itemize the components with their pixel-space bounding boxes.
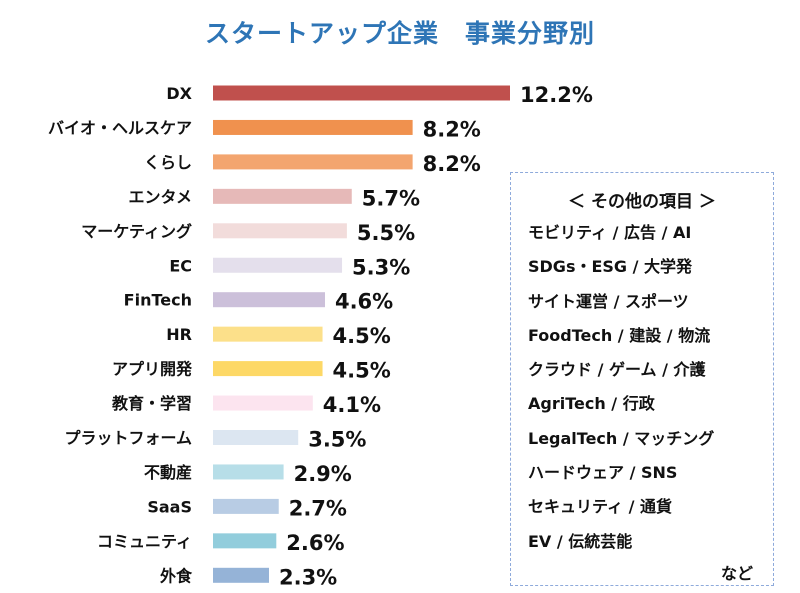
bar <box>213 326 323 342</box>
value-label: 5.5% <box>357 221 415 245</box>
bar <box>213 188 352 204</box>
value-label: 4.6% <box>335 290 393 314</box>
value-label: 4.5% <box>333 324 391 348</box>
other-item: モビリティ / 広告 / AI <box>528 223 692 242</box>
value-label: 4.5% <box>333 359 391 383</box>
category-label: バイオ・ヘルスケア <box>48 118 192 137</box>
bar <box>213 119 413 135</box>
category-label: コミュニティ <box>97 532 192 551</box>
value-label: 5.7% <box>362 186 420 210</box>
other-item: AgriTech / 行政 <box>528 394 655 414</box>
bar <box>213 498 279 514</box>
other-items-etc: など <box>720 563 753 583</box>
category-label: 教育・学習 <box>112 394 192 413</box>
value-label: 2.7% <box>289 496 347 520</box>
category-label: マーケティング <box>81 222 192 241</box>
chart-title: スタートアップ企業 事業分野別 <box>204 19 595 48</box>
category-label: くらし <box>144 153 192 172</box>
bar <box>213 395 313 411</box>
value-label: 2.3% <box>279 565 337 589</box>
other-item: SDGs・ESG / 大学発 <box>528 257 693 277</box>
other-item: LegalTech / マッチング <box>528 428 715 448</box>
value-label: 8.2% <box>423 152 481 176</box>
bar <box>213 464 284 480</box>
value-label: 2.6% <box>286 531 344 555</box>
value-label: 5.3% <box>352 255 410 279</box>
other-item: EV / 伝統芸能 <box>528 531 633 551</box>
bar <box>213 223 347 239</box>
category-label: プラットフォーム <box>64 429 192 448</box>
category-label: アプリ開発 <box>112 360 193 379</box>
bar <box>213 430 299 445</box>
bar <box>213 361 323 377</box>
bar <box>213 154 413 170</box>
category-label: HR <box>166 325 192 344</box>
category-label: 不動産 <box>144 463 192 482</box>
other-item: FoodTech / 建設 / 物流 <box>528 325 711 345</box>
value-label: 12.2% <box>520 83 593 107</box>
value-label: 2.9% <box>294 462 352 486</box>
other-item: セキュリティ / 通貨 <box>528 497 673 517</box>
other-item: サイト運営 / スポーツ <box>528 291 689 311</box>
category-label: SaaS <box>147 497 192 516</box>
value-label: 8.2% <box>423 117 481 141</box>
other-item: ハードウェア / SNS <box>528 463 678 483</box>
category-label: DX <box>166 84 192 103</box>
bar <box>213 85 510 101</box>
category-label: EC <box>169 256 192 275</box>
other-items-title: ＜ その他の項目 ＞ <box>568 192 716 212</box>
bar <box>213 292 325 308</box>
other-item: クラウド / ゲーム / 介護 <box>528 360 706 380</box>
category-label: エンタメ <box>128 187 192 206</box>
category-label: 外食 <box>159 566 193 585</box>
value-label: 4.1% <box>323 393 381 417</box>
other-items-box: ＜ その他の項目 ＞ モビリティ / 広告 / AI SDGs・ESG / 大学… <box>510 172 774 586</box>
bar <box>213 257 343 273</box>
category-label: FinTech <box>124 291 192 310</box>
bar <box>213 567 269 583</box>
bar <box>213 533 277 549</box>
value-label: 3.5% <box>308 428 366 452</box>
